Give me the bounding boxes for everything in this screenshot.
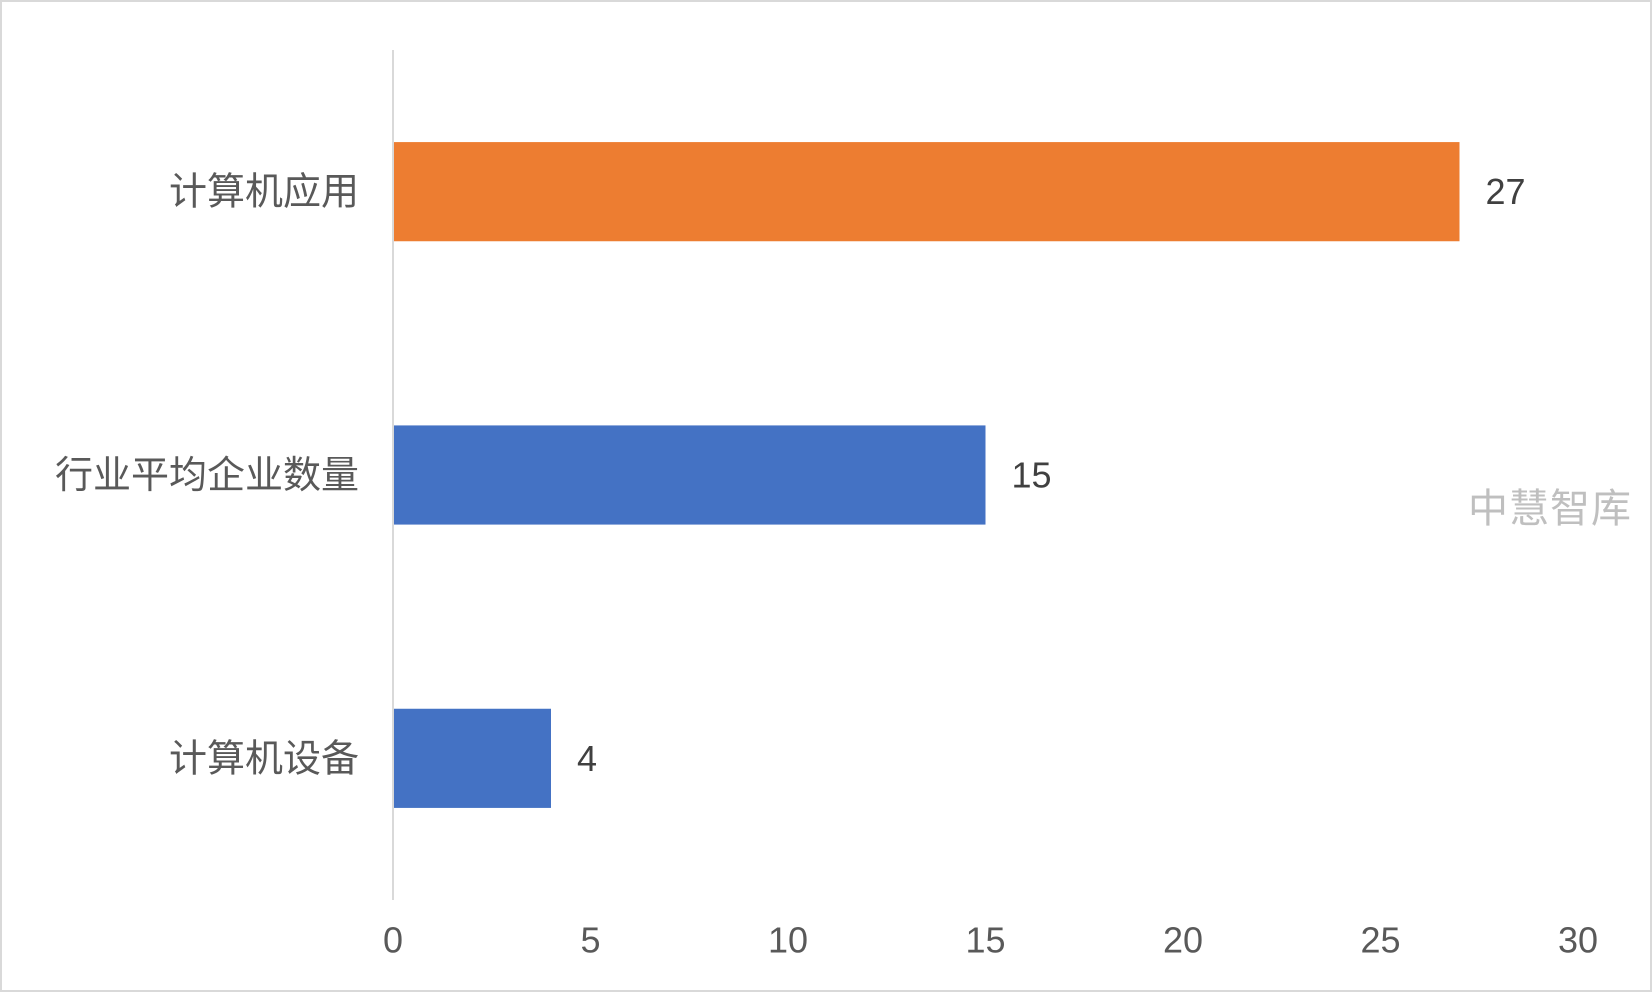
x-tick-label-2: 10 (768, 920, 808, 961)
category-label-0: 计算机应用 (169, 170, 359, 214)
bar-2 (393, 708, 551, 808)
category-label-2: 计算机设备 (169, 736, 359, 780)
x-tick-labels-group: 0 5 10 15 20 25 30 (383, 920, 1598, 961)
watermark: 中慧智库 (1468, 486, 1632, 532)
bar-0 (393, 142, 1460, 242)
x-tick-label-4: 20 (1163, 920, 1203, 961)
category-label-1: 行业平均企业数量 (55, 453, 359, 497)
data-labels-group: 27 15 4 (577, 171, 1526, 779)
x-tick-label-5: 25 (1360, 920, 1400, 961)
bars-group (393, 142, 1460, 808)
x-tick-label-1: 5 (580, 920, 600, 961)
x-tick-label-6: 30 (1558, 920, 1598, 961)
data-label-1: 15 (1012, 455, 1052, 496)
data-label-0: 27 (1486, 171, 1526, 212)
x-tick-label-0: 0 (383, 920, 403, 961)
x-tick-label-3: 15 (965, 920, 1005, 961)
bar-1 (393, 425, 986, 525)
data-label-2: 4 (577, 738, 597, 779)
